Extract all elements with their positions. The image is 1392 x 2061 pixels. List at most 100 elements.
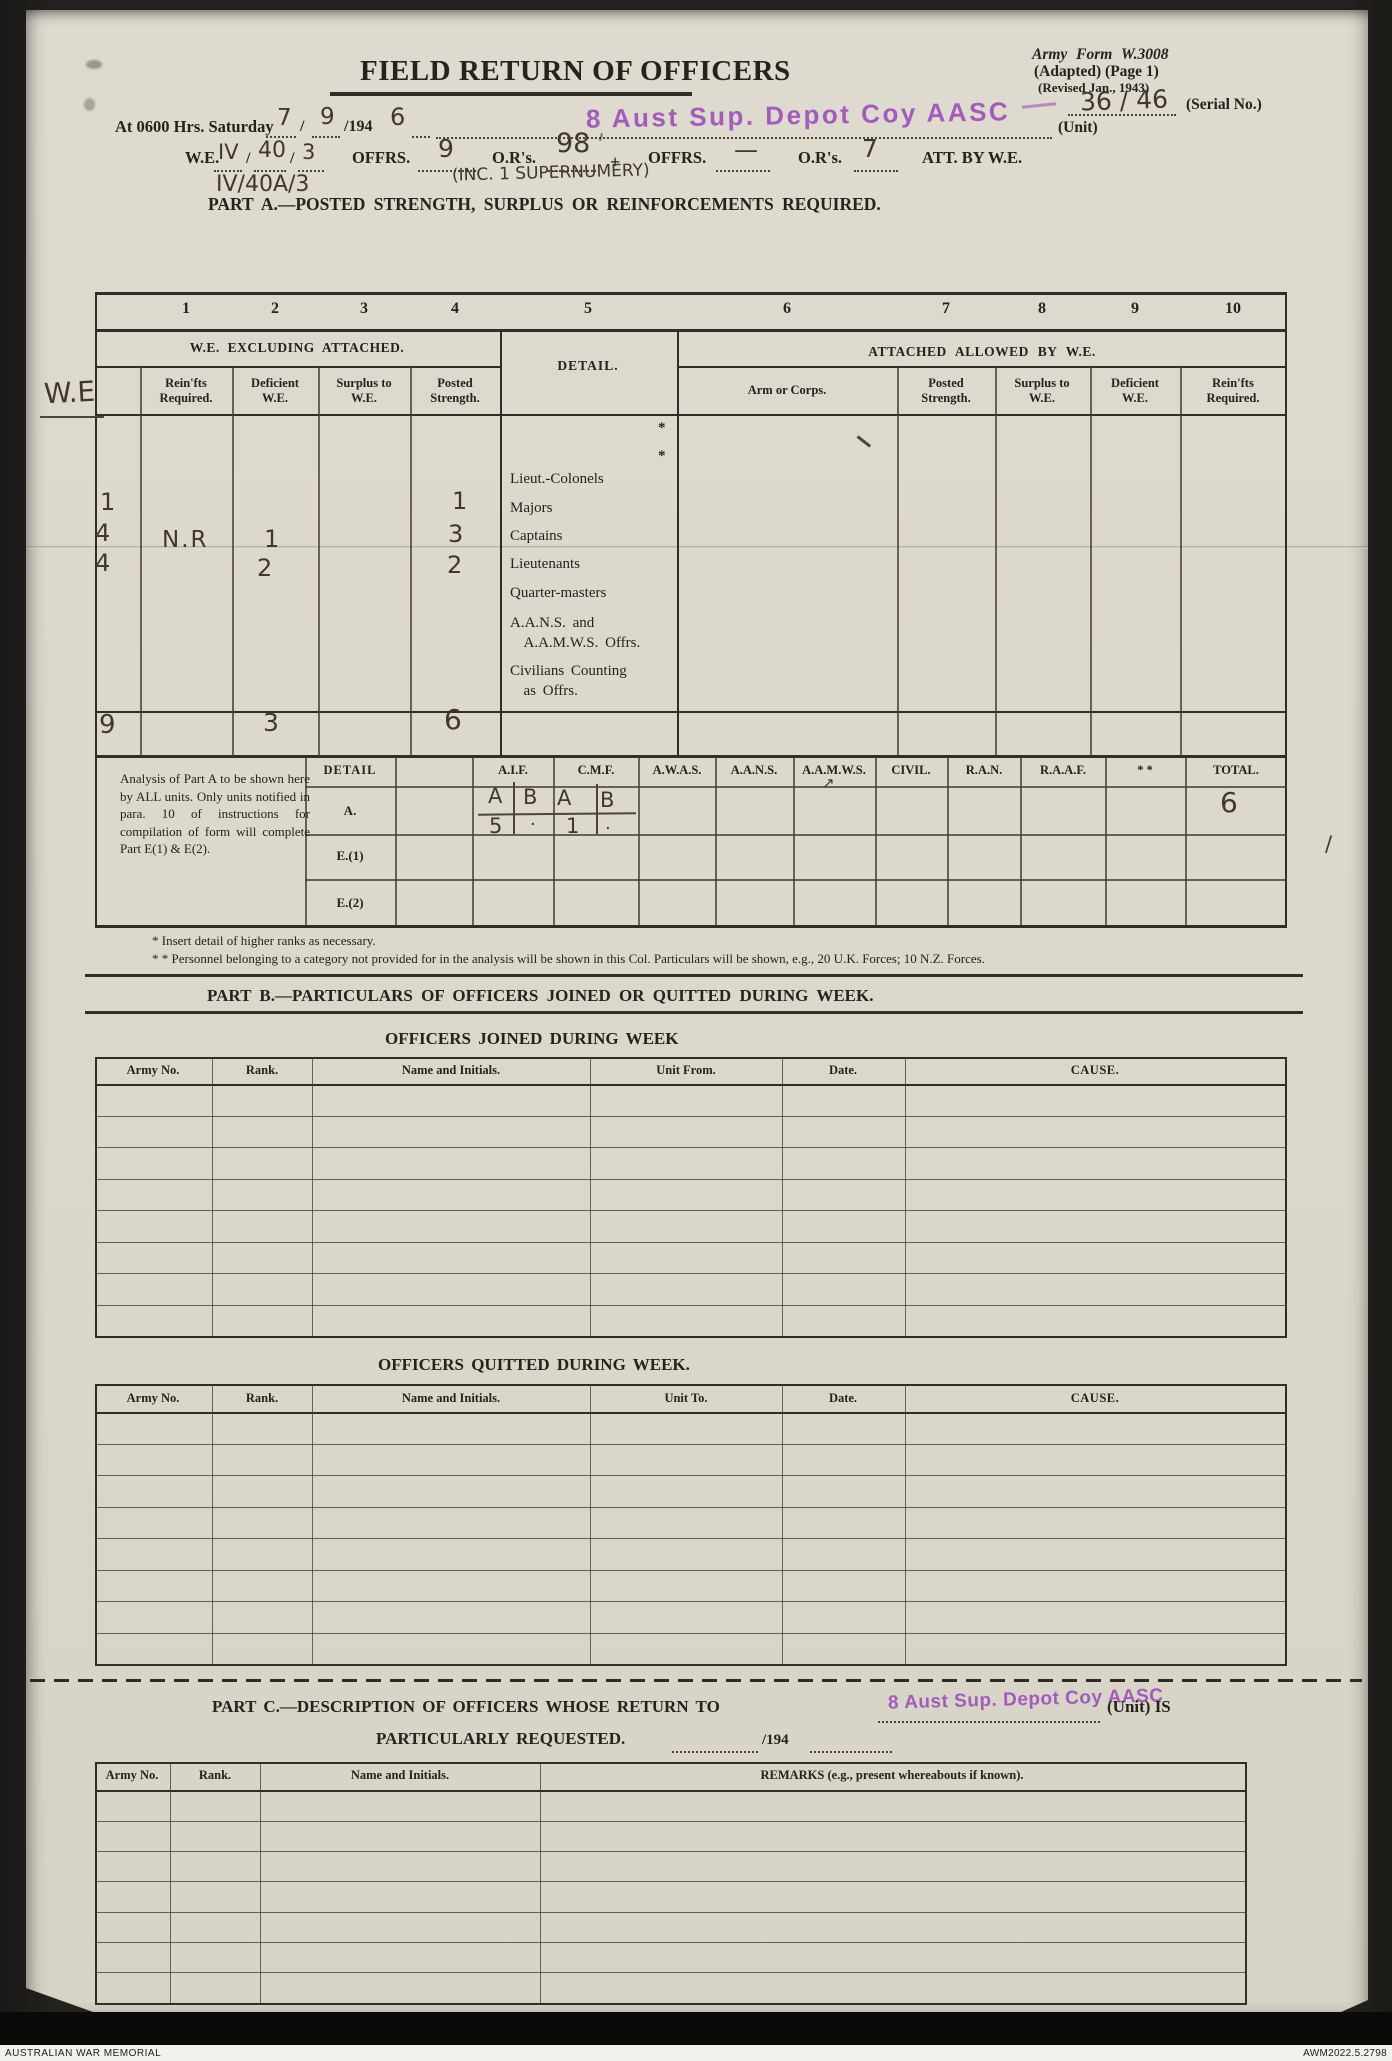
table-row bbox=[95, 1943, 1247, 1973]
subheader-deficient-we: Deficient W.E. bbox=[251, 376, 299, 405]
col-number-5: 5 bbox=[584, 300, 592, 317]
rule bbox=[95, 1057, 97, 1338]
part-b-title: PART B.—PARTICULARS OF OFFICERS JOINED O… bbox=[207, 986, 874, 1005]
pencil-underline bbox=[40, 416, 104, 418]
rule bbox=[95, 755, 1287, 758]
quitted-header-name: Name and Initials. bbox=[401, 1391, 501, 1405]
pencil-rule bbox=[596, 784, 598, 834]
hw-reinf-lieutenants: 4 bbox=[95, 549, 111, 577]
rule bbox=[395, 757, 397, 925]
part-c-table-rows bbox=[95, 1792, 1247, 2003]
we-value-1: IV bbox=[218, 140, 239, 164]
offrs-label: OFFRS. bbox=[352, 148, 411, 167]
analysis-instruction: Analysis of Part A to be shown here by A… bbox=[120, 771, 310, 856]
ors-label: O.R's. bbox=[492, 148, 537, 167]
part-a-title: PART A.—POSTED STRENGTH, SURPLUS OR REIN… bbox=[208, 194, 881, 214]
rule bbox=[95, 1664, 1287, 1666]
rule bbox=[95, 366, 502, 368]
joined-header-army-no: Army No. bbox=[126, 1063, 180, 1077]
we-value-2: 40 bbox=[258, 138, 286, 163]
rule bbox=[95, 925, 1287, 928]
rule bbox=[905, 1057, 907, 1336]
quitted-header-unit-to: Unit To. bbox=[664, 1391, 708, 1405]
rule bbox=[312, 1057, 314, 1336]
subheader-reinfts-required: Rein'fts Required. bbox=[159, 376, 213, 405]
rule bbox=[95, 292, 1287, 295]
hw-reinf-majors: 1 bbox=[100, 488, 116, 516]
rule bbox=[318, 366, 320, 757]
rule bbox=[95, 1762, 1247, 1764]
serial-label: (Serial No.) bbox=[1186, 96, 1262, 113]
asterisk-1: * bbox=[658, 420, 666, 436]
offrs2-value-handwritten: — bbox=[734, 136, 758, 164]
serial-number-handwritten: 36 / 46 bbox=[1079, 84, 1169, 117]
part-c-title-post: (Unit) IS bbox=[1107, 1697, 1171, 1716]
table-row bbox=[95, 1148, 1287, 1180]
rule bbox=[715, 757, 717, 925]
joined-header-date: Date. bbox=[828, 1063, 858, 1077]
col-number-6: 6 bbox=[783, 300, 791, 317]
archive-source-label: AUSTRALIAN WAR MEMORIAL bbox=[5, 2048, 162, 2059]
table-row bbox=[95, 1117, 1287, 1148]
rule bbox=[95, 1384, 1287, 1386]
we-margin-handwritten: W.E bbox=[43, 374, 96, 411]
hw-deficient-lieutenants: 2 bbox=[257, 554, 273, 582]
form-ref-line3: (Revised Jan., 1943) bbox=[1038, 80, 1150, 95]
quitted-header-date: Date. bbox=[828, 1391, 858, 1405]
year-printed: /194 bbox=[344, 118, 373, 135]
rule bbox=[995, 366, 997, 757]
table-row bbox=[95, 1602, 1287, 1634]
dotted-rule bbox=[878, 1721, 1100, 1723]
table-row bbox=[95, 1306, 1287, 1336]
hw-posted-majors: 1 bbox=[452, 487, 468, 515]
table-row bbox=[95, 1913, 1247, 1943]
table-row bbox=[95, 1508, 1287, 1539]
rule bbox=[590, 1384, 592, 1664]
rule bbox=[85, 974, 1303, 977]
subheader-posted-strength: Posted Strength. bbox=[430, 376, 480, 405]
rank-aans-aamws: A.A.N.S. and A.A.M.W.S. Offrs. bbox=[510, 615, 641, 651]
joined-header-name: Name and Initials. bbox=[401, 1063, 501, 1077]
scan-black-band bbox=[0, 2012, 1392, 2045]
rule bbox=[782, 1057, 784, 1336]
asterisk-2: * bbox=[658, 448, 666, 464]
footnote-2: * * Personnel belonging to a category no… bbox=[152, 951, 985, 966]
dotted-rule bbox=[254, 170, 286, 172]
rule bbox=[95, 711, 1287, 713]
table-row bbox=[95, 1822, 1247, 1852]
rule bbox=[140, 366, 142, 757]
rule bbox=[1285, 1057, 1287, 1338]
serial-dotted-rule bbox=[1068, 114, 1176, 116]
table-row bbox=[95, 1274, 1287, 1306]
rule bbox=[170, 1762, 172, 2003]
table-row bbox=[95, 1180, 1287, 1211]
dotted-rule bbox=[672, 1751, 758, 1753]
dotted-rule bbox=[854, 170, 898, 172]
rule bbox=[782, 1384, 784, 1664]
table-row bbox=[95, 1571, 1287, 1602]
dotted-rule bbox=[810, 1751, 892, 1753]
part-c-header-rank: Rank. bbox=[198, 1768, 232, 1782]
quitted-table-rows bbox=[95, 1414, 1287, 1664]
table-row bbox=[95, 1086, 1287, 1117]
rule bbox=[1105, 757, 1107, 925]
hw-posted-total: 6 bbox=[444, 703, 462, 736]
offrs2-label: OFFRS. bbox=[648, 148, 707, 167]
subheader-posted-strength-2: Posted Strength. bbox=[921, 376, 971, 405]
paper-stain bbox=[86, 60, 102, 69]
ors2-label: O.R's. bbox=[798, 148, 843, 167]
subheader-arm-or-corps: Arm or Corps. bbox=[747, 383, 827, 397]
rank-lieut-colonels: Lieut.-Colonels bbox=[510, 471, 604, 487]
pencil-rule bbox=[513, 782, 515, 834]
col-number-9: 9 bbox=[1131, 300, 1139, 317]
ors-value-handwritten: 98 bbox=[556, 128, 591, 159]
part-c-title-pre: PART C.—DESCRIPTION OF OFFICERS WHOSE RE… bbox=[212, 1697, 720, 1716]
part-c-header-army-no: Army No. bbox=[105, 1768, 159, 1782]
rank-majors: Majors bbox=[510, 500, 553, 516]
officers-quitted-title: OFFICERS QUITTED DURING WEEK. bbox=[378, 1355, 690, 1374]
subheader-reinfts-required-2: Rein'fts Required. bbox=[1206, 376, 1260, 405]
col-number-1: 1 bbox=[182, 300, 190, 317]
rule bbox=[1285, 1384, 1287, 1666]
group-header-right: ATTACHED ALLOWED BY W.E. bbox=[868, 344, 1096, 359]
hw-nr: N.R bbox=[162, 527, 209, 553]
